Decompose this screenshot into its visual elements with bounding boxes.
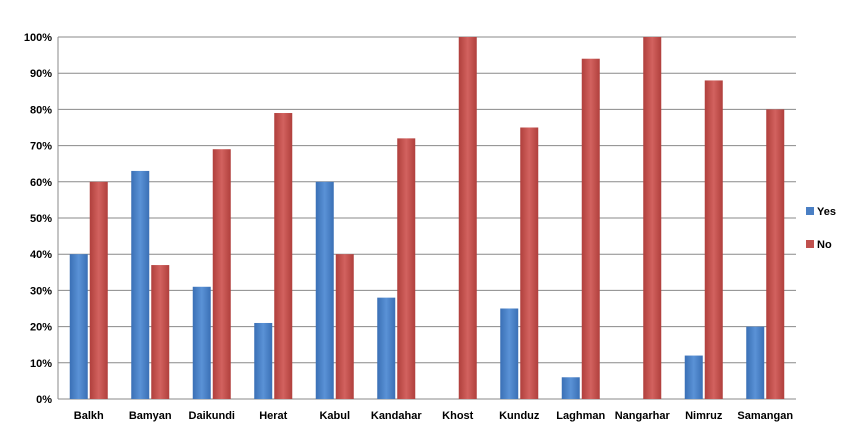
y-tick-label: 50% xyxy=(30,213,52,225)
x-category-label: Kabul xyxy=(319,410,350,422)
bar-yes-daikundi xyxy=(192,286,211,399)
y-tick-label: 20% xyxy=(30,322,52,334)
x-axis-category-labels: Balkh Bamyan Daikundi Herat Kabul Kandahar Kho… xyxy=(74,410,794,422)
y-tick-label: 100% xyxy=(24,32,52,44)
bars xyxy=(69,37,785,400)
x-category-label: Laghman xyxy=(556,410,605,422)
bar-no-nangarhar xyxy=(643,37,662,399)
bar-yes-kabul xyxy=(315,181,334,399)
x-category-label: Nimruz xyxy=(685,410,723,422)
bar-no-bamyan xyxy=(151,265,170,399)
y-tick-label: 60% xyxy=(30,177,52,189)
y-tick-label: 80% xyxy=(30,104,52,116)
legend-label-no: No xyxy=(817,239,832,251)
bar-no-laghman xyxy=(581,58,600,399)
x-category-label: Bamyan xyxy=(129,410,172,422)
x-category-label: Daikundi xyxy=(189,410,235,422)
y-tick-label: 0% xyxy=(36,394,52,406)
bar-no-herat xyxy=(274,113,293,400)
y-tick-label: 10% xyxy=(30,358,52,370)
x-category-label: Khost xyxy=(442,410,474,422)
bar-no-samangan xyxy=(766,109,785,400)
x-category-label: Nangarhar xyxy=(615,410,671,422)
y-tick-label: 40% xyxy=(30,249,52,261)
bar-no-kandahar xyxy=(397,138,416,400)
x-category-label: Kunduz xyxy=(499,410,540,422)
y-tick-label: 90% xyxy=(30,68,52,80)
bar-yes-kunduz xyxy=(500,308,519,399)
y-axis-tick-labels: 0% 10% 20% 30% 40% 50% 60% 70% 80% 90% 100% xyxy=(24,32,52,406)
bar-yes-nimruz xyxy=(684,355,703,399)
x-category-label: Kandahar xyxy=(371,410,422,422)
legend-swatch-yes xyxy=(806,207,814,215)
bar-no-kunduz xyxy=(520,127,539,399)
y-tick-label: 30% xyxy=(30,285,52,297)
x-category-label: Herat xyxy=(259,410,287,422)
bar-yes-herat xyxy=(254,322,273,399)
bar-no-nimruz xyxy=(704,80,723,399)
bar-no-khost xyxy=(458,37,477,399)
gridlines xyxy=(57,36,796,400)
bar-no-daikundi xyxy=(212,149,231,399)
legend-swatch-no xyxy=(806,240,814,248)
y-tick-label: 70% xyxy=(30,141,52,153)
bar-yes-laghman xyxy=(561,377,580,399)
x-category-label: Samangan xyxy=(737,410,793,422)
bar-yes-bamyan xyxy=(131,170,150,399)
legend: Yes No xyxy=(806,206,836,251)
bar-yes-balkh xyxy=(69,254,88,399)
bar-yes-kandahar xyxy=(377,297,396,399)
bar-yes-samangan xyxy=(746,326,765,399)
legend-label-yes: Yes xyxy=(817,206,836,218)
x-category-label: Balkh xyxy=(74,410,104,422)
bar-no-balkh xyxy=(89,181,108,399)
bar-no-kabul xyxy=(335,254,354,399)
